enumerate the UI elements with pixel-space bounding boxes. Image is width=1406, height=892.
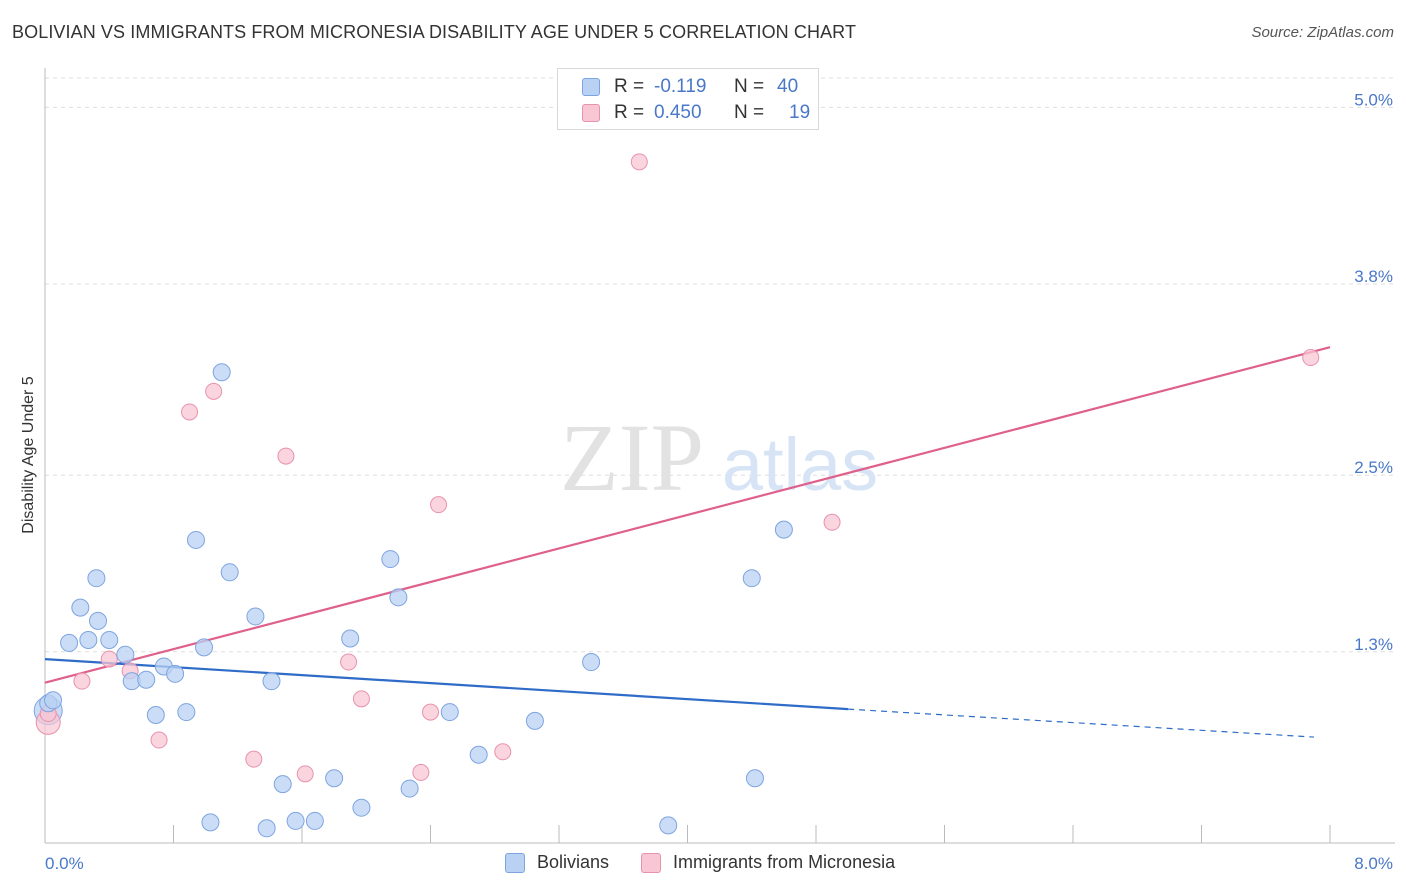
bolivians-point — [100, 630, 119, 649]
micronesia-point — [100, 650, 118, 668]
bolivians-point — [116, 645, 135, 664]
bolivians-point — [212, 363, 231, 382]
legend-swatch-blue — [582, 78, 600, 96]
micronesia-point — [245, 750, 263, 768]
bolivians-point — [325, 769, 344, 788]
bolivians-point — [186, 530, 205, 549]
bolivians-point — [262, 672, 281, 691]
tick-labels: 1.3% 2.5% 3.8% 5.0% 0.0% 8.0% — [45, 90, 1393, 873]
legend-item-bolivians: Bolivians — [505, 852, 609, 873]
legend-r-label: R = — [614, 102, 645, 123]
bolivians-point — [286, 811, 305, 830]
bolivians-point — [201, 813, 220, 832]
y-tick-label: 3.8% — [1354, 267, 1393, 286]
y-axis-label: Disability Age Under 5 — [20, 376, 37, 534]
y-tick-label: 2.5% — [1354, 458, 1393, 477]
chart-title: BOLIVIAN VS IMMIGRANTS FROM MICRONESIA D… — [12, 22, 857, 42]
bolivians-point — [273, 775, 292, 794]
micronesia-point — [150, 731, 168, 749]
watermark-zip: ZIP — [560, 404, 704, 511]
micronesia-point — [205, 382, 223, 400]
legend-n-label: N = — [734, 102, 765, 123]
legend-n-value: 19 — [789, 102, 811, 123]
micronesia-point — [296, 765, 314, 783]
bolivians-point — [257, 819, 276, 838]
micronesia-trend-line — [44, 346, 1331, 684]
bolivians-point — [774, 520, 793, 539]
bolivians-point — [659, 816, 678, 835]
micronesia-point — [1302, 349, 1320, 367]
x-tick-label: 0.0% — [45, 854, 84, 873]
bolivians-point — [305, 811, 324, 830]
bolivians-point — [177, 703, 196, 722]
micronesia-point — [422, 703, 439, 721]
y-tick-label: 1.3% — [1354, 635, 1393, 654]
legend-n-label: N = — [734, 76, 765, 97]
bolivians-point — [166, 664, 185, 683]
legend-swatch-pink — [641, 852, 662, 873]
micronesia-point — [630, 153, 648, 171]
legend-label: Immigrants from Micronesia — [673, 852, 896, 872]
bolivians-point — [469, 745, 488, 764]
grid-lines — [45, 77, 1395, 653]
bolivians-point — [71, 598, 90, 617]
bolivians-point — [400, 779, 419, 798]
bolivians-point — [246, 607, 265, 626]
bolivians-point — [582, 653, 601, 672]
bolivians-point — [745, 769, 764, 788]
micronesia-point — [340, 653, 358, 671]
x-tick-label: 8.0% — [1354, 854, 1393, 873]
bolivians-point — [341, 629, 360, 648]
legend-swatch-pink — [582, 104, 600, 122]
bolivians-point — [60, 633, 79, 652]
legend-item-micronesia: Immigrants from Micronesia — [641, 852, 895, 873]
bolivians-point — [220, 563, 239, 582]
legend-r-value: 0.450 — [654, 102, 702, 123]
legend-r-value: -0.119 — [654, 76, 707, 97]
bolivians-point — [381, 550, 400, 569]
bolivians-point — [440, 703, 459, 722]
legend-row-micronesia: R = 0.450 N = 19 — [582, 101, 810, 125]
source-label: Source: ZipAtlas.com — [1251, 24, 1394, 41]
axes — [44, 68, 1395, 844]
watermark-atlas: atlas — [722, 423, 878, 506]
micronesia-point — [412, 763, 430, 781]
bolivians-point — [525, 711, 544, 730]
bolivians-point — [389, 588, 408, 607]
legend-r-label: R = — [614, 76, 645, 97]
bolivians-point — [146, 706, 165, 725]
micronesia-point — [352, 690, 370, 708]
micronesia-point — [430, 496, 448, 514]
correlation-legend: R = -0.119 N = 40 R = 0.450 N = 19 — [557, 68, 819, 130]
bolivians-point — [195, 638, 214, 657]
micronesia-point — [823, 513, 841, 531]
bolivians-point — [44, 691, 63, 710]
legend-label: Bolivians — [537, 852, 610, 872]
series-legend: Bolivians Immigrants from Micronesia — [505, 852, 927, 873]
bolivians-point — [89, 611, 108, 630]
bolivians-point — [137, 670, 156, 689]
y-tick-label: 5.0% — [1354, 90, 1393, 109]
data-points — [33, 153, 1320, 838]
bolivians-point — [79, 630, 98, 649]
legend-n-value: 40 — [777, 76, 799, 97]
bolivians-point — [87, 569, 106, 588]
legend-row-bolivians: R = -0.119 N = 40 — [582, 75, 798, 99]
bolivians-point — [352, 798, 371, 817]
bolivians-trend-extension — [848, 708, 1314, 738]
micronesia-point — [181, 403, 199, 421]
micronesia-point — [494, 743, 512, 761]
micronesia-point — [73, 672, 91, 690]
micronesia-point — [277, 447, 295, 465]
legend-swatch-blue — [505, 852, 525, 873]
bolivians-point — [742, 569, 761, 588]
